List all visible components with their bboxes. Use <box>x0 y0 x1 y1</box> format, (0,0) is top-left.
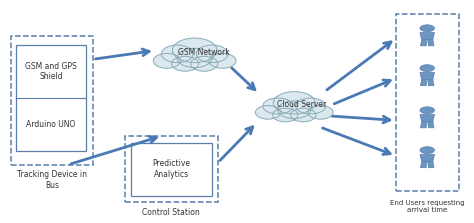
Polygon shape <box>420 33 435 40</box>
Polygon shape <box>420 72 435 80</box>
Polygon shape <box>420 40 427 46</box>
Circle shape <box>420 147 435 154</box>
Polygon shape <box>420 115 435 122</box>
Circle shape <box>420 25 435 32</box>
Circle shape <box>420 65 435 72</box>
Text: Arduino UNO: Arduino UNO <box>27 120 76 129</box>
Ellipse shape <box>263 98 293 114</box>
Text: Predictive
Analytics: Predictive Analytics <box>152 159 190 179</box>
Ellipse shape <box>209 53 236 68</box>
Text: End Users requesting
arrival time: End Users requesting arrival time <box>390 200 465 213</box>
Ellipse shape <box>291 108 316 122</box>
Polygon shape <box>420 80 427 86</box>
Ellipse shape <box>173 38 217 63</box>
Ellipse shape <box>172 56 199 71</box>
FancyBboxPatch shape <box>125 136 218 202</box>
Polygon shape <box>428 122 434 128</box>
Ellipse shape <box>154 53 181 68</box>
Text: GSM Network: GSM Network <box>178 48 230 57</box>
Ellipse shape <box>161 45 193 63</box>
Text: Tracking Device in
Bus: Tracking Device in Bus <box>17 171 87 190</box>
Polygon shape <box>420 154 435 162</box>
Polygon shape <box>428 80 434 86</box>
FancyBboxPatch shape <box>131 142 212 196</box>
FancyBboxPatch shape <box>396 14 459 191</box>
Ellipse shape <box>296 98 326 114</box>
Text: GSM and GPS
Shield: GSM and GPS Shield <box>25 62 77 81</box>
Ellipse shape <box>273 108 298 122</box>
Ellipse shape <box>255 106 281 119</box>
Polygon shape <box>420 162 427 168</box>
Ellipse shape <box>196 45 228 63</box>
FancyBboxPatch shape <box>16 45 86 151</box>
Ellipse shape <box>273 92 315 114</box>
Text: Control Station: Control Station <box>142 208 200 217</box>
Polygon shape <box>420 122 427 128</box>
Ellipse shape <box>278 101 310 118</box>
FancyBboxPatch shape <box>11 36 93 165</box>
Circle shape <box>420 107 435 114</box>
Ellipse shape <box>177 48 212 68</box>
Ellipse shape <box>191 56 218 71</box>
Ellipse shape <box>308 106 333 119</box>
Polygon shape <box>428 162 434 168</box>
Polygon shape <box>428 40 434 46</box>
Text: Cloud Server: Cloud Server <box>277 100 326 109</box>
